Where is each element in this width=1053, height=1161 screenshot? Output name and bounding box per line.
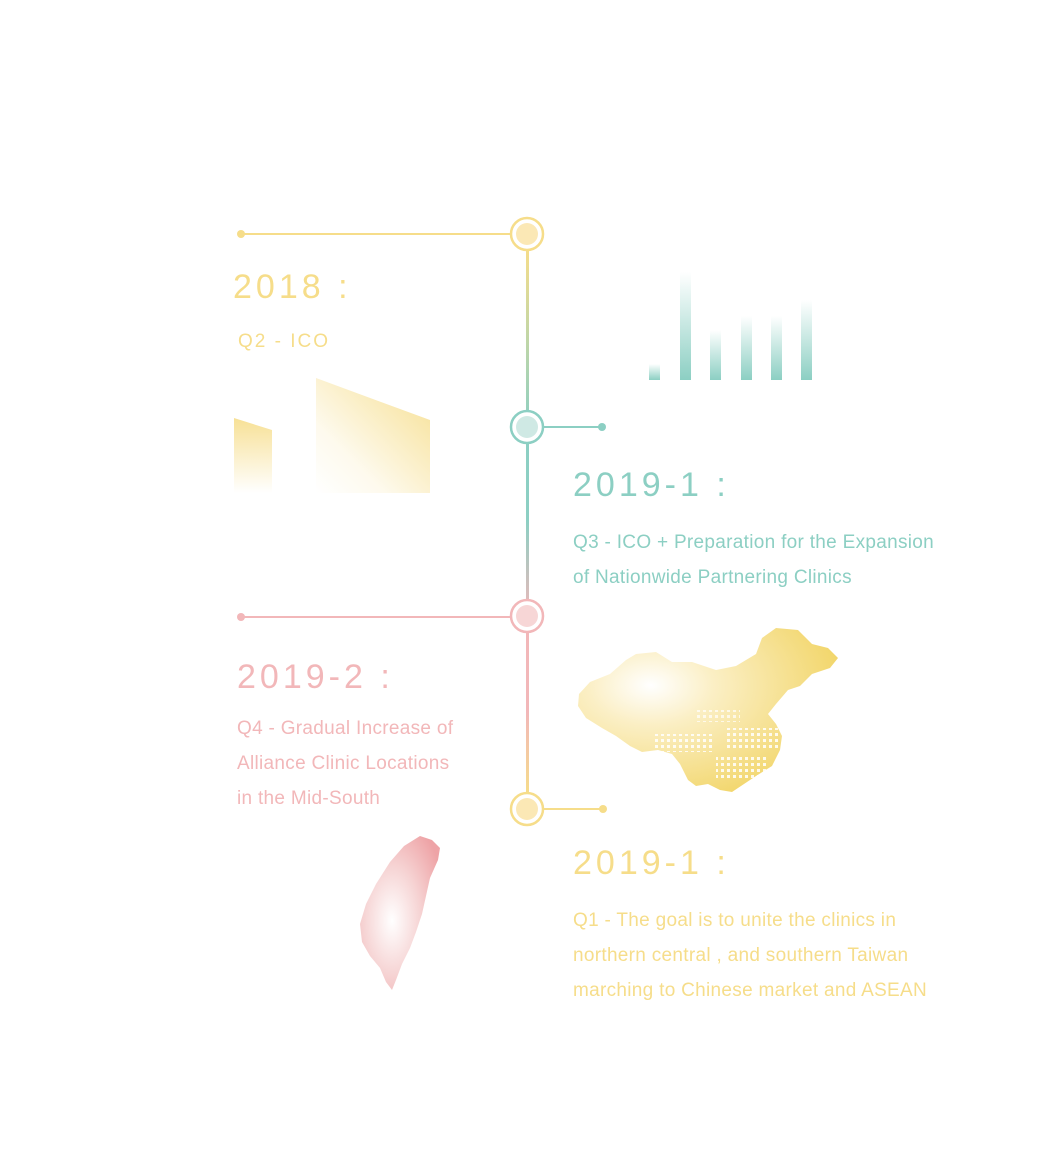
bar-graph-icon xyxy=(649,272,812,380)
milestone-text-2019-1a-line1: Q3 - ICO + Preparation for the Expansion xyxy=(573,532,935,553)
milestone-date-2018: 2018 : xyxy=(233,268,352,306)
milestone-text-2019-2-line3: in the Mid-South xyxy=(237,788,381,809)
connector-dot-2019-1a xyxy=(598,423,606,431)
milestone-text-2019-2-line1: Q4 - Gradual Increase of xyxy=(237,718,454,739)
taiwan-map-icon xyxy=(360,836,440,990)
milestone-date-2019-1b: 2019-1 : xyxy=(573,844,730,882)
connector-dot-2018 xyxy=(237,230,245,238)
milestone-date-2019-1a: 2019-1 : xyxy=(573,466,730,504)
milestone-text-2019-1b-line3: marching to Chinese market and ASEAN xyxy=(573,980,928,1001)
milestone-text-2019-1b-line1: Q1 - The goal is to unite the clinics in xyxy=(573,910,897,931)
milestone-text-2019-1b-line2: northern central , and southern Taiwan xyxy=(573,945,909,966)
connector-dot-2019-1b xyxy=(599,805,607,813)
milestone-text-2019-2-line2: Alliance Clinic Locations xyxy=(237,753,450,774)
milestone-text-2019-1a-line2: of Nationwide Partnering Clinics xyxy=(573,567,852,588)
milestone-text-2018: Q2 - ICO xyxy=(238,331,331,352)
building-icon xyxy=(234,378,430,493)
china-map-icon xyxy=(578,628,838,792)
timeline-spine xyxy=(526,248,529,794)
connector-dot-2019-2 xyxy=(237,613,245,621)
milestone-date-2019-2: 2019-2 : xyxy=(237,658,394,696)
